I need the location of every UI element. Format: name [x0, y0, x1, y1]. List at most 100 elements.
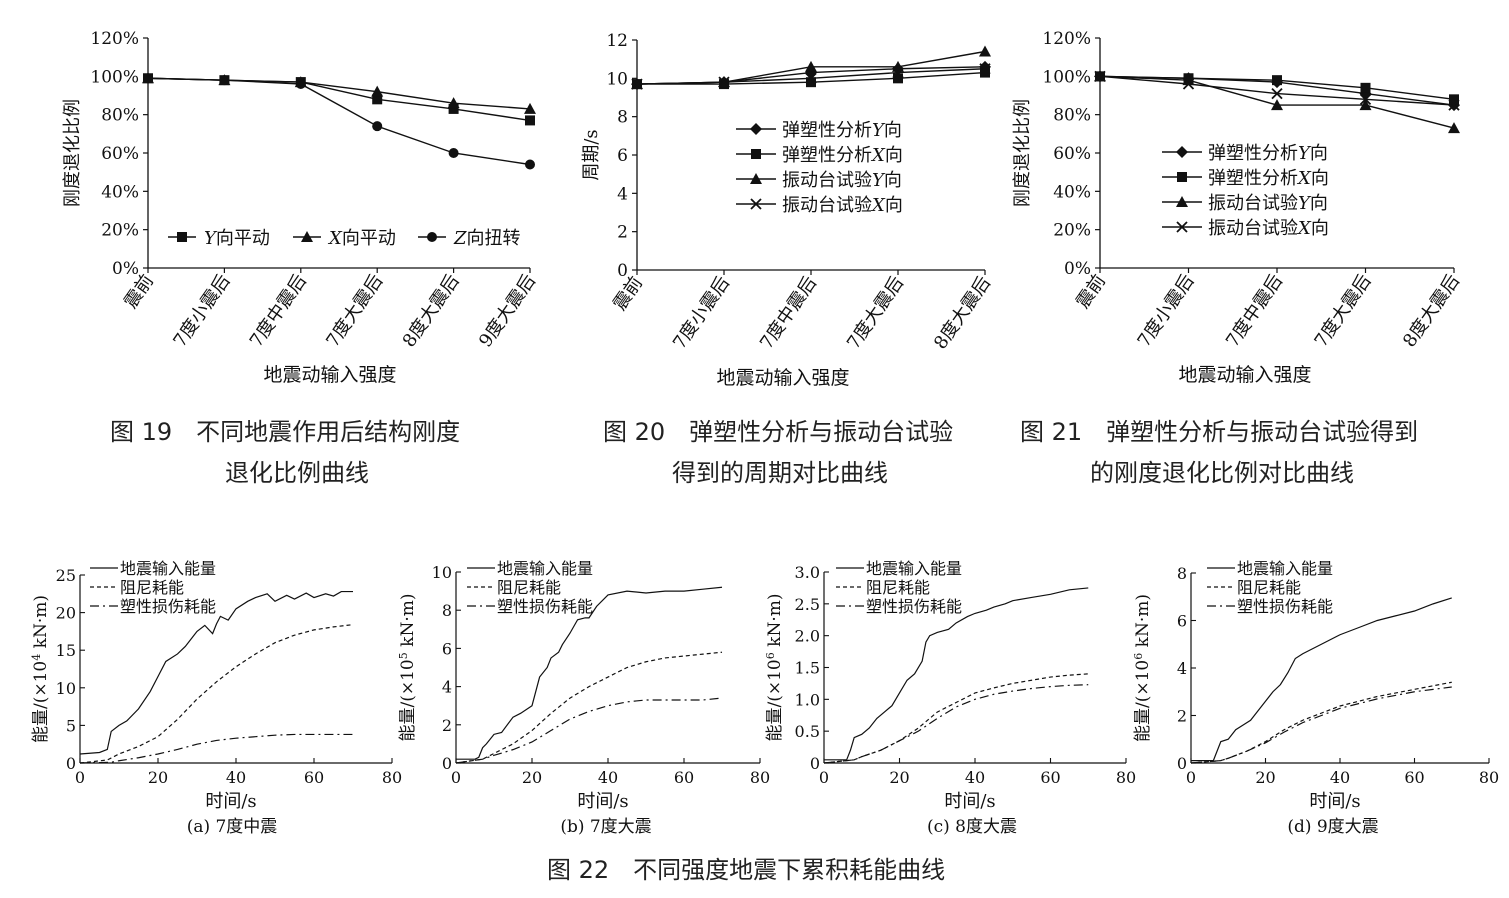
fig20-data-point: [805, 72, 817, 84]
fig22d-x-tick-label: 60: [1404, 768, 1424, 787]
fig19-caption-line1: 图 19 不同地震作用后结构刚度: [110, 418, 460, 446]
fig22c-x-axis-label: 时间/s: [944, 791, 995, 812]
fig20-y-tick-label: 2: [617, 223, 628, 243]
fig19-y-tick-label: 120%: [90, 29, 139, 49]
fig20-y-tick-label: 0: [617, 261, 628, 281]
fig21-y-axis-label: 刚度退化比例: [1012, 99, 1033, 207]
fig21-x-tick-label: 8度大震后: [1399, 271, 1464, 351]
fig21-legend-marker: [1176, 196, 1188, 207]
fig21-caption-line1: 图 21 弹塑性分析与振动台试验得到: [1020, 418, 1418, 446]
fig21-data-point: [1182, 74, 1195, 86]
fig20-data-point: [805, 60, 817, 72]
fig22c-x-tick-label: 60: [1040, 768, 1060, 787]
fig19-x-tick-label: 8度大震后: [399, 271, 464, 351]
fig21-legend-marker: [1176, 146, 1188, 158]
fig22b-x-tick-label: 20: [522, 768, 542, 787]
fig19-x-tick-label: 7度小震后: [169, 271, 234, 351]
fig22c-subcaption: (c) 8度大震: [927, 817, 1017, 837]
fig22d-chart: 0 20 40 60 80 0 2 4 6 8 能量/(×106 kN·m) 时间/s (d) 9度大震…: [1132, 559, 1500, 837]
fig20-x-tick-label: 震前: [609, 273, 647, 315]
fig19-y-tick-label: 100%: [90, 67, 139, 87]
fig22b-x-tick-label: 40: [598, 768, 618, 787]
fig22d-x-tick-label: 0: [1186, 768, 1196, 787]
fig21-legend-label: 弹塑性分析X向: [1208, 168, 1329, 189]
fig22b-series-line: [456, 586, 723, 760]
fig22d-x-tick-label: 80: [1479, 768, 1499, 787]
fig22d-series-line: [1190, 681, 1452, 764]
fig20-y-tick-label: 12: [606, 31, 628, 51]
fig22a-x-tick-label: 0: [75, 768, 85, 787]
fig19-data-point: [525, 115, 535, 126]
fig19-y-tick-label: 80%: [101, 106, 139, 126]
fig20-x-tick-label: 7度中震后: [756, 273, 821, 353]
fig21-data-point: [1271, 99, 1283, 111]
fig21-y-tick-label: 40%: [1053, 182, 1091, 202]
fig21-data-point: [1360, 82, 1371, 93]
fig20-y-tick-label: 6: [617, 146, 628, 166]
fig20-legend-marker: [751, 149, 761, 159]
fig22d-x-tick-label: 20: [1255, 768, 1275, 787]
fig19-data-point: [371, 85, 384, 97]
fig19-legend-label: Y向平动: [204, 228, 270, 249]
fig22c-y-tick-label: 0.5: [795, 722, 820, 741]
fig22d-y-tick-label: 4: [1177, 659, 1187, 678]
fig22b-series-line: [455, 697, 723, 764]
fig22c-y-tick-label: 3.0: [795, 563, 820, 582]
fig21-x-tick-label: 7度中震后: [1222, 271, 1287, 351]
fig22a-x-axis-label: 时间/s: [205, 791, 256, 812]
fig22b-x-tick-label: 80: [750, 768, 770, 787]
fig19-legend-label: Z向扭转: [453, 228, 521, 249]
fig20-legend-label: 弹塑性分析Y向: [782, 120, 902, 141]
fig19-legend-label: X向平动: [327, 228, 396, 249]
fig20-legend-marker: [750, 173, 762, 184]
fig20-caption-line1: 图 20 弹塑性分析与振动台试验: [603, 418, 953, 446]
fig19-x-tick-label: 7度中震后: [246, 271, 311, 351]
fig19-data-point: [448, 103, 459, 114]
fig21-data-point: [1094, 70, 1106, 82]
fig22b-legend-label: 地震输入能量: [497, 559, 593, 578]
fig21-chart: 0%20%40%60%80%100%120%震前 7度小震后 7度中震后 7度大震后 8…: [1012, 29, 1464, 386]
fig19-data-point: [524, 102, 536, 114]
fig20-legend-label: 振动台试验Y向: [782, 170, 902, 191]
fig20-legend-marker: [750, 123, 762, 135]
fig21-x-tick-label: 7度小震后: [1134, 271, 1199, 351]
fig22d-subcaption: (d) 9度大震: [1287, 817, 1378, 837]
fig22a-y-tick-label: 10: [56, 679, 76, 698]
fig20-data-point: [979, 63, 991, 75]
fig22b-x-tick-label: 0: [451, 768, 461, 787]
fig21-y-tick-label: 100%: [1042, 67, 1091, 87]
fig19-y-tick-label: 40%: [101, 182, 139, 202]
fig22c-legend-label: 地震输入能量: [866, 559, 962, 578]
fig20-data-point: [980, 67, 990, 78]
fig19-y-axis-label: 刚度退化比例: [62, 99, 83, 207]
fig22c-y-tick-label: 1.5: [795, 659, 820, 678]
fig20-y-tick-label: 8: [617, 108, 628, 128]
fig21-data-point: [1448, 99, 1460, 111]
fig22b-y-tick-label: 0: [442, 754, 452, 773]
fig22b-y-tick-label: 10: [432, 563, 452, 582]
fig22a-legend-label: 塑性损伤耗能: [120, 597, 216, 616]
fig22a-x-tick-label: 60: [304, 768, 324, 787]
fig22a-y-axis-label: 能量/(×104 kN·m): [30, 595, 52, 743]
fig19-data-point: [372, 94, 383, 105]
fig19-data-point: [448, 148, 459, 158]
fig21-legend-label: 弹塑性分析Y向: [1208, 143, 1328, 164]
fig19-x-axis-label: 地震动输入强度: [263, 364, 396, 386]
fig21-data-point: [1359, 99, 1372, 111]
fig19-legend-marker: [427, 232, 437, 242]
fig22a-y-tick-label: 20: [56, 604, 76, 623]
fig22a-x-tick-label: 40: [226, 768, 246, 787]
fig21-y-tick-label: 0%: [1064, 259, 1091, 279]
fig22a-subcaption: (a) 7度中震: [187, 817, 278, 837]
fig22c-x-tick-label: 40: [965, 768, 985, 787]
fig21-data-point: [1449, 94, 1459, 105]
fig20-data-point: [979, 45, 991, 57]
fig22b-y-tick-label: 2: [442, 716, 452, 735]
fig19-data-point: [447, 97, 460, 109]
fig22c-chart: 0 20 40 60 80 0 0.5 1.0 1.5 2.0 2.5 3.0 能量/(×106 kN·…: [764, 559, 1137, 837]
fig22d-legend-label: 塑性损伤耗能: [1237, 597, 1333, 616]
fig20-data-point: [806, 77, 816, 88]
fig20-x-tick-label: 7度大震后: [843, 273, 908, 353]
fig22d-y-tick-label: 6: [1177, 612, 1187, 631]
